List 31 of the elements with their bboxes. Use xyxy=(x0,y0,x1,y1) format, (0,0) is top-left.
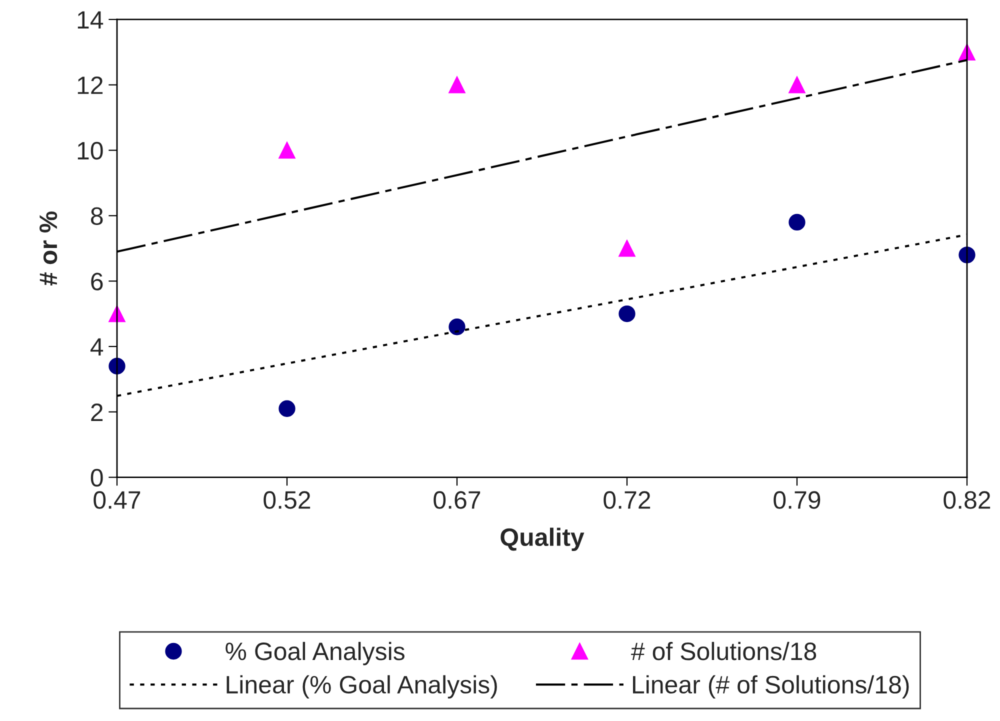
point xyxy=(108,305,126,322)
point xyxy=(788,214,806,231)
point xyxy=(108,358,126,374)
legend-label: % Goal Analysis xyxy=(226,642,404,666)
y-tick-label: 12 xyxy=(78,76,103,94)
y-tick-label: 10 xyxy=(78,142,103,160)
legend-label: Linear (% Goal Analysis) xyxy=(226,675,497,698)
point xyxy=(448,318,466,336)
y-tick-label: 2 xyxy=(91,404,103,421)
x-tick-label: 0.72 xyxy=(604,491,650,509)
x-axis-title: Quality xyxy=(500,528,584,551)
legend-label: Linear (# of Solutions/18) xyxy=(633,675,909,698)
point xyxy=(788,76,806,94)
point xyxy=(618,305,636,322)
point xyxy=(958,246,976,264)
x-tick-label: 0.47 xyxy=(94,491,140,509)
x-tick-label: 0.79 xyxy=(774,491,820,509)
point xyxy=(448,76,466,94)
point xyxy=(278,400,296,417)
y-tick-label: 8 xyxy=(90,207,103,225)
y-tick-label: 14 xyxy=(78,11,104,29)
point xyxy=(618,240,636,257)
y-tick-label: 6 xyxy=(91,272,103,290)
y-tick-label: 4 xyxy=(90,338,104,356)
x-tick-label: 0.52 xyxy=(264,491,310,509)
y-tick-label: 0 xyxy=(90,468,103,487)
x-tick-label: 0.67 xyxy=(434,491,480,509)
x-tick-label: 0.82 xyxy=(944,491,990,509)
legend-label: # of Solutions/18 xyxy=(631,642,816,660)
point xyxy=(278,142,296,159)
y-axis-title: # or % xyxy=(40,212,58,286)
